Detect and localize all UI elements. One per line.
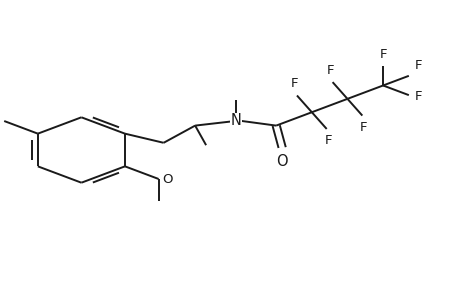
Text: F: F	[359, 121, 367, 134]
Text: F: F	[324, 134, 331, 147]
Text: O: O	[276, 154, 287, 169]
Text: N: N	[230, 113, 241, 128]
Text: F: F	[290, 77, 298, 90]
Text: F: F	[414, 59, 421, 72]
Text: F: F	[414, 90, 421, 103]
Text: O: O	[162, 173, 173, 186]
Text: F: F	[326, 64, 333, 77]
Text: F: F	[379, 48, 386, 61]
